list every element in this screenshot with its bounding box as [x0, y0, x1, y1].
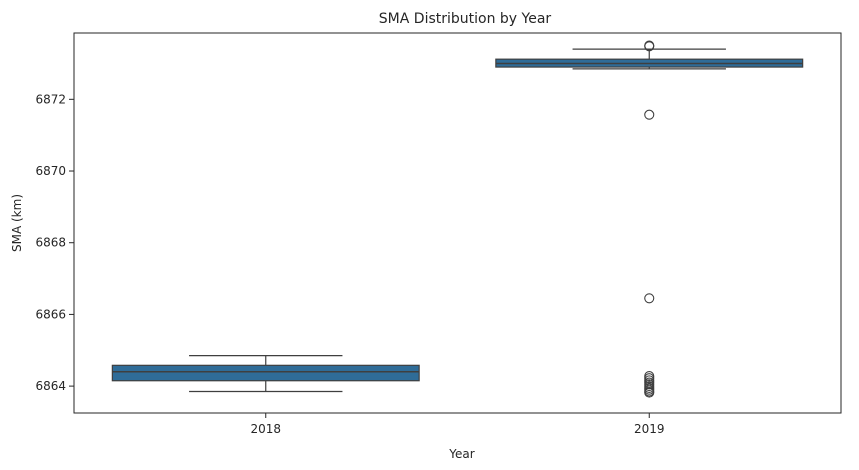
box-group-2019 — [495, 40, 804, 398]
y-tick-label: 6866 — [35, 307, 66, 321]
outlier-point — [644, 41, 655, 52]
outlier-point — [644, 387, 655, 398]
y-tick-label: 6870 — [35, 164, 66, 178]
x-tick-label: 2019 — [634, 422, 665, 436]
y-tick-label: 6864 — [35, 379, 66, 393]
outlier-point — [644, 293, 655, 304]
box-group-2018 — [111, 355, 420, 393]
y-tick-label: 6868 — [35, 236, 66, 250]
plot-area — [111, 40, 804, 398]
y-tick-label: 6872 — [35, 92, 66, 106]
y-axis: 6864 6866 6868 6870 6872 — [35, 92, 74, 393]
y-axis-label: SMA (km) — [10, 194, 24, 252]
x-axis: 2018 2019 — [250, 413, 665, 436]
outlier-point — [644, 109, 655, 120]
plot-frame — [73, 32, 842, 414]
chart-title: SMA Distribution by Year — [379, 11, 552, 27]
iqr-box — [111, 364, 420, 382]
x-axis-label: Year — [448, 447, 474, 461]
x-tick-label: 2018 — [250, 422, 281, 436]
